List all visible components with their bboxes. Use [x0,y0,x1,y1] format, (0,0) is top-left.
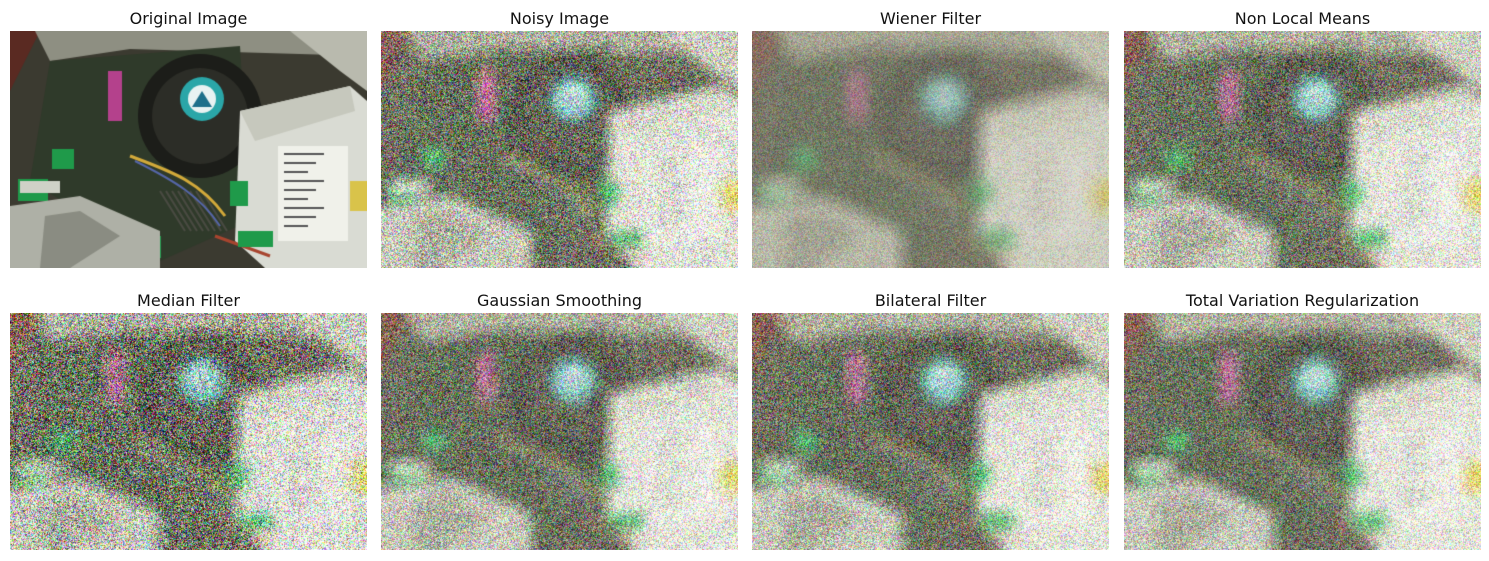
noisy-image [381,31,738,268]
original-image [10,31,367,268]
bilateral-filter-image [752,313,1109,550]
total-variation-regularization-image [1124,313,1481,550]
wiener-filter-image [752,31,1109,268]
panel-title: Median Filter [137,291,240,310]
panel-title: Gaussian Smoothing [477,291,642,310]
panel-title: Wiener Filter [879,9,982,28]
panel-title: Bilateral Filter [874,291,987,310]
panel-title: Original Image [129,9,248,28]
panel-title: Non Local Means [1234,9,1371,28]
panel-title: Noisy Image [509,9,610,28]
panel-title: Total Variation Regularization [1185,291,1420,310]
median-filter-image [10,313,367,550]
gaussian-smoothing-image [381,313,738,550]
non-local-means-image [1124,31,1481,268]
